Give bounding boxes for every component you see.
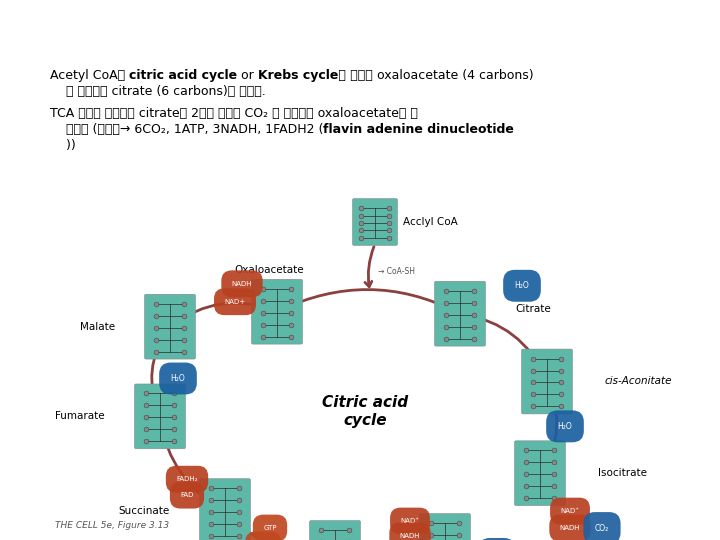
Text: NAD⁺: NAD⁺ <box>400 518 420 524</box>
Text: citric acid cycle: citric acid cycle <box>129 70 238 83</box>
Text: NADH: NADH <box>400 533 420 539</box>
Text: GTP: GTP <box>264 525 276 531</box>
FancyBboxPatch shape <box>521 349 572 414</box>
Text: NAD⁺: NAD⁺ <box>560 508 580 514</box>
FancyBboxPatch shape <box>434 281 485 346</box>
Text: → CoA-SH: → CoA-SH <box>378 267 415 276</box>
FancyBboxPatch shape <box>251 279 302 344</box>
Text: H₂O: H₂O <box>171 374 185 383</box>
Text: )): )) <box>50 139 76 152</box>
FancyBboxPatch shape <box>420 514 470 540</box>
FancyBboxPatch shape <box>145 294 196 359</box>
FancyBboxPatch shape <box>515 441 565 505</box>
Text: flavin adenine dinucleotide: flavin adenine dinucleotide <box>323 123 514 136</box>
Text: Acetyl CoA는: Acetyl CoA는 <box>50 70 129 83</box>
Text: TCA 회로 (TCA cycle): TCA 회로 (TCA cycle) <box>10 18 194 37</box>
Text: CO₂: CO₂ <box>595 524 609 532</box>
Text: cis-Aconitate: cis-Aconitate <box>605 376 672 387</box>
Text: Malate: Malate <box>80 322 115 332</box>
Text: NADH: NADH <box>232 281 252 287</box>
Text: Oxaloacetate: Oxaloacetate <box>234 265 304 275</box>
Text: 생산됨 (포도당→ 6CO₂, 1ATP, 3NADH, 1FADH2 (: 생산됨 (포도당→ 6CO₂, 1ATP, 3NADH, 1FADH2 ( <box>50 123 323 136</box>
Text: FADH₂: FADH₂ <box>176 476 198 482</box>
Text: FAD: FAD <box>180 492 194 498</box>
Text: Succinate: Succinate <box>119 506 170 516</box>
Text: 와 결합하여 citrate (6 carbons)를 생성함.: 와 결합하여 citrate (6 carbons)를 생성함. <box>50 85 266 98</box>
Text: H₂O: H₂O <box>515 281 529 291</box>
Text: Isocitrate: Isocitrate <box>598 468 647 478</box>
Text: TCA 회로에 들어가서 citrate의 2개의 탄소가 CO₂ 로 산화되고 oxaloacetate가 재: TCA 회로에 들어가서 citrate의 2개의 탄소가 CO₂ 로 산화되고… <box>50 107 418 120</box>
Text: Acclyl CoA: Acclyl CoA <box>403 217 458 227</box>
Text: THE CELL 5e, Figure 3.13: THE CELL 5e, Figure 3.13 <box>55 521 169 530</box>
Text: H₂O: H₂O <box>557 422 572 431</box>
Text: oxaloacetate (4 carbons): oxaloacetate (4 carbons) <box>373 70 534 83</box>
FancyBboxPatch shape <box>135 384 186 449</box>
FancyBboxPatch shape <box>310 521 361 540</box>
FancyBboxPatch shape <box>199 478 251 540</box>
Text: Citrate: Citrate <box>515 303 551 314</box>
Text: Krebs cycle로 들어가: Krebs cycle로 들어가 <box>258 70 373 83</box>
Text: NAD+: NAD+ <box>225 299 246 305</box>
FancyBboxPatch shape <box>353 199 397 245</box>
Text: Citric acid
cycle: Citric acid cycle <box>322 395 408 428</box>
Text: NADH: NADH <box>559 525 580 531</box>
Text: Fumarate: Fumarate <box>55 411 105 421</box>
Text: or: or <box>238 70 258 83</box>
